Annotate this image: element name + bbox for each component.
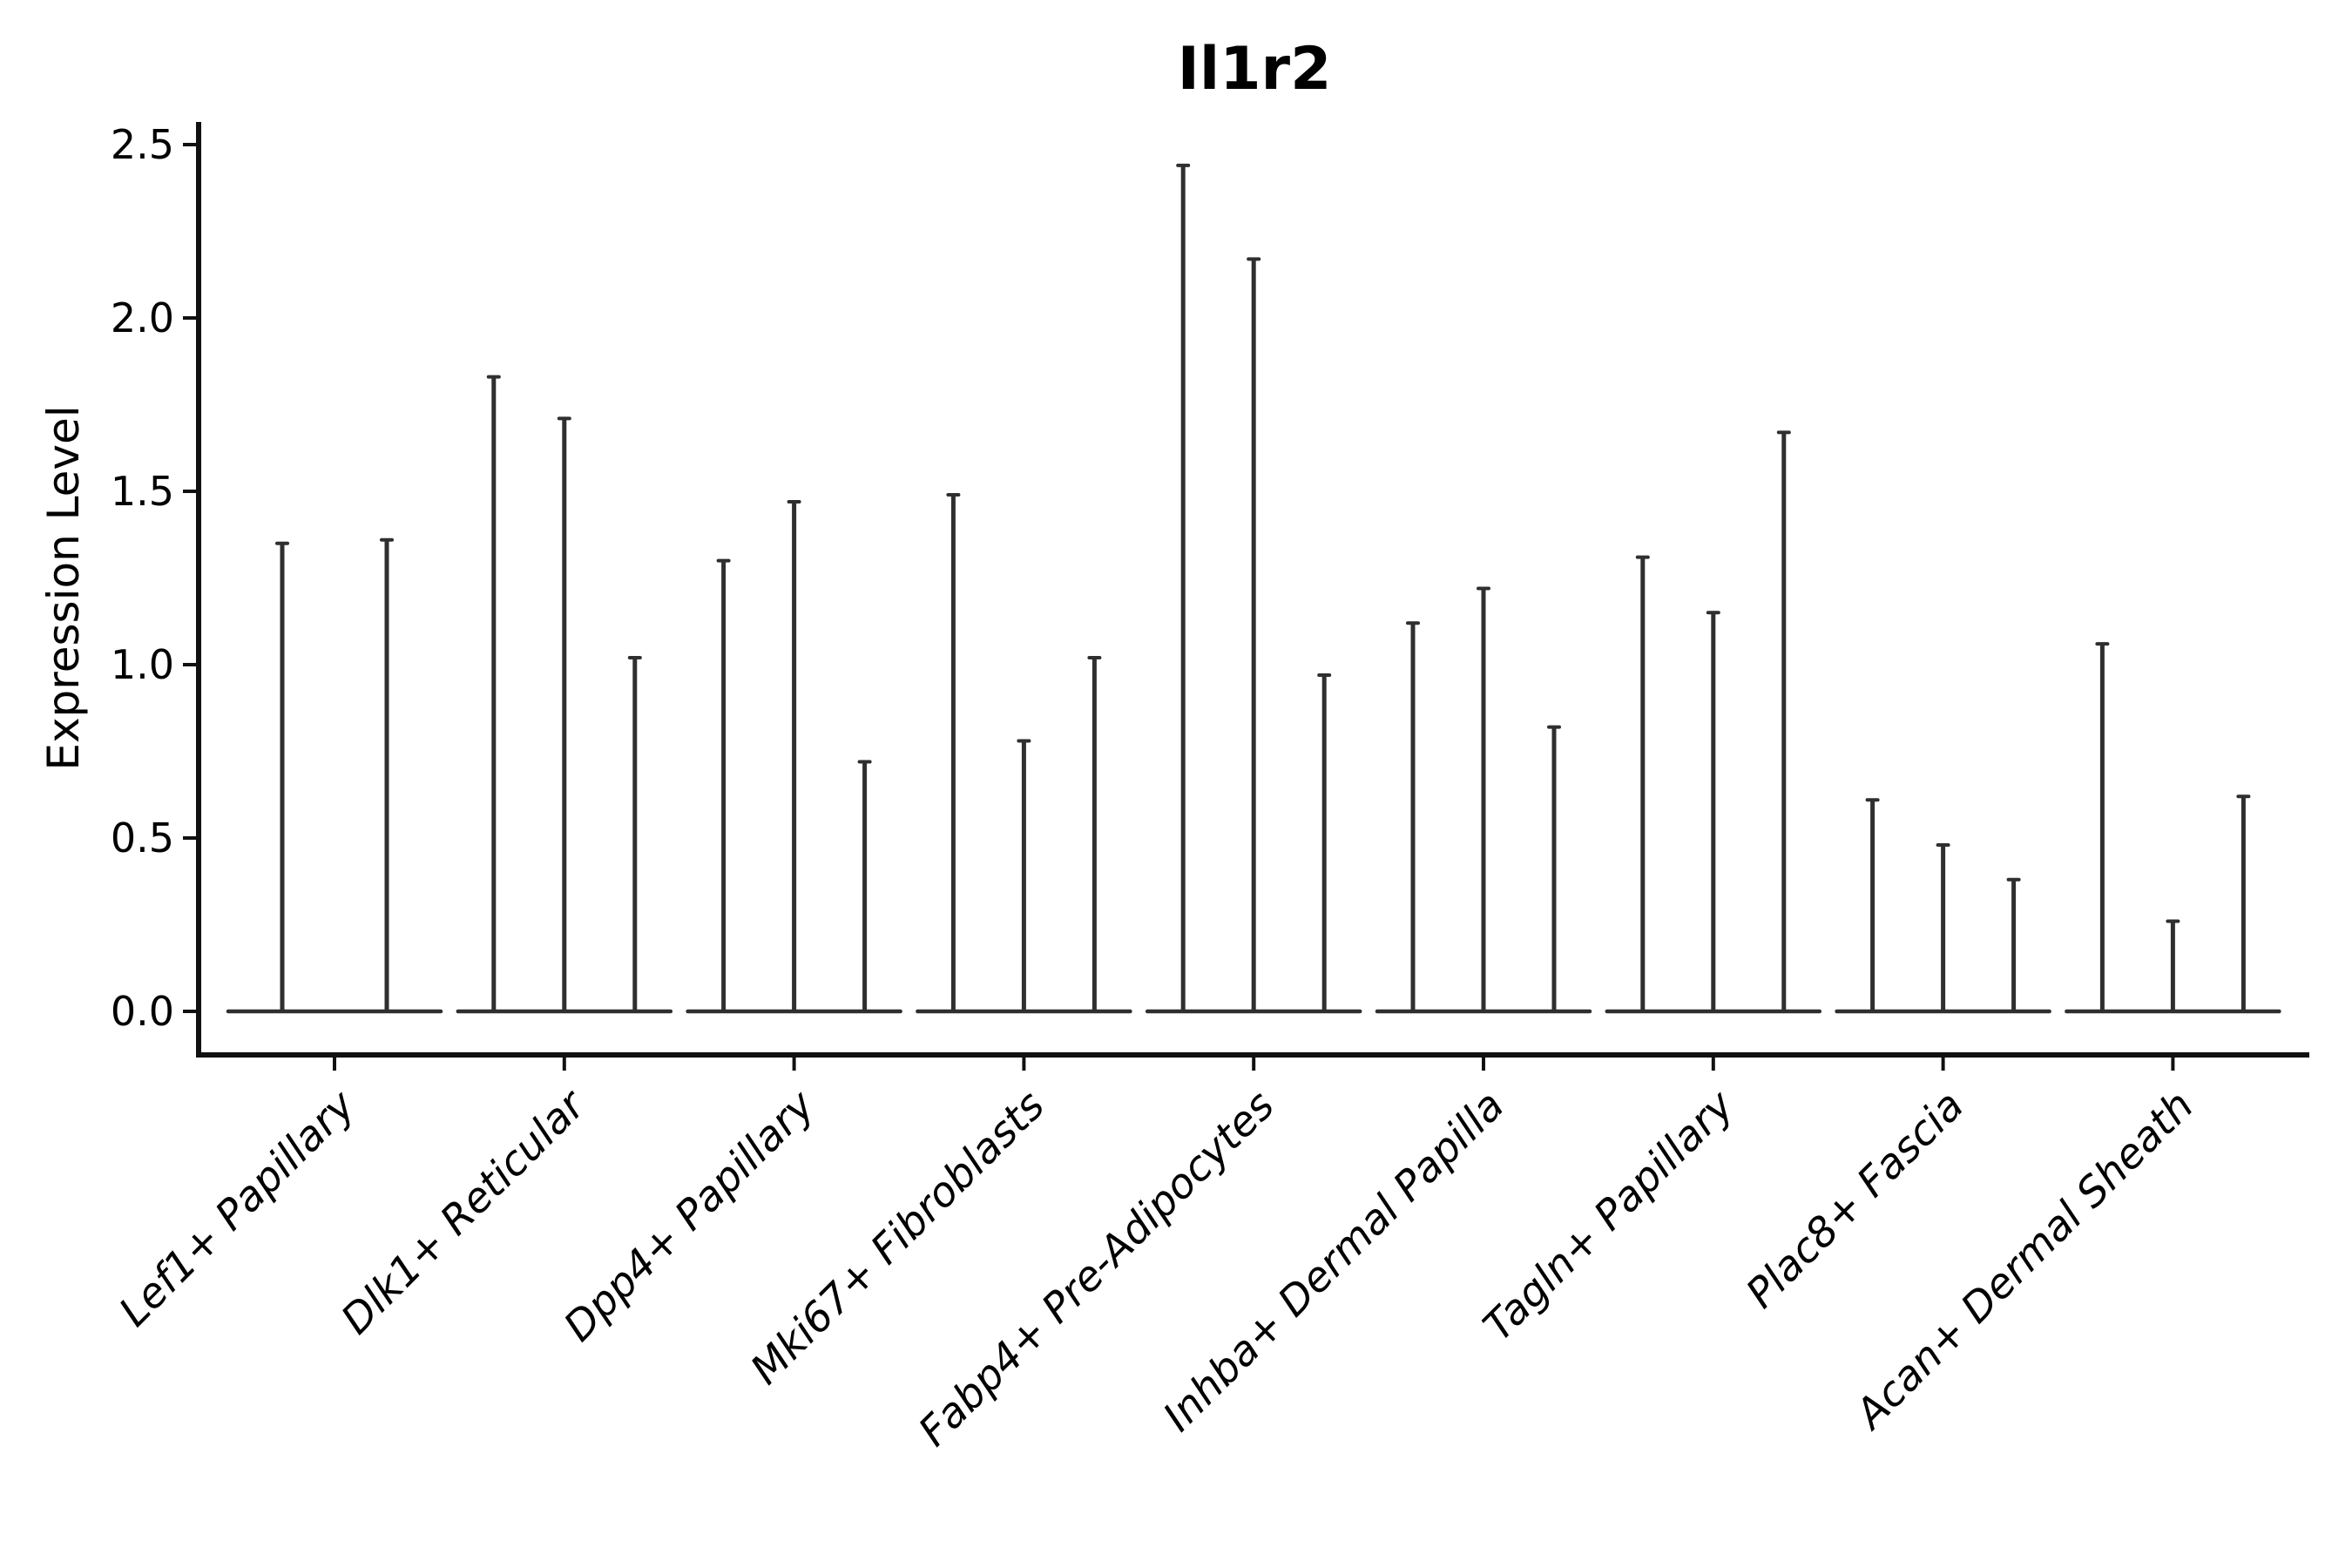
y-tick-label: 2.5 <box>111 121 174 168</box>
x-tick-label: Tagln+ Papillary <box>1475 1081 1745 1351</box>
x-tick-label: Dlk1+ Reticular <box>332 1080 596 1344</box>
y-tick-label: 2.0 <box>111 294 174 341</box>
y-tick-label: 1.5 <box>111 468 174 515</box>
x-tick-label: Plac8+ Fascia <box>1737 1082 1973 1318</box>
y-tick-label: 0.5 <box>111 814 174 862</box>
x-tick-label: Lef1+ Papillary <box>110 1081 365 1336</box>
chart-title: Il1r2 <box>1178 35 1332 104</box>
x-tick-label: Dpp4+ Papillary <box>555 1081 825 1351</box>
y-tick-label: 0.0 <box>111 988 174 1035</box>
y-axis-label: Expression Level <box>38 405 89 770</box>
y-tick-label: 1.0 <box>111 641 174 688</box>
